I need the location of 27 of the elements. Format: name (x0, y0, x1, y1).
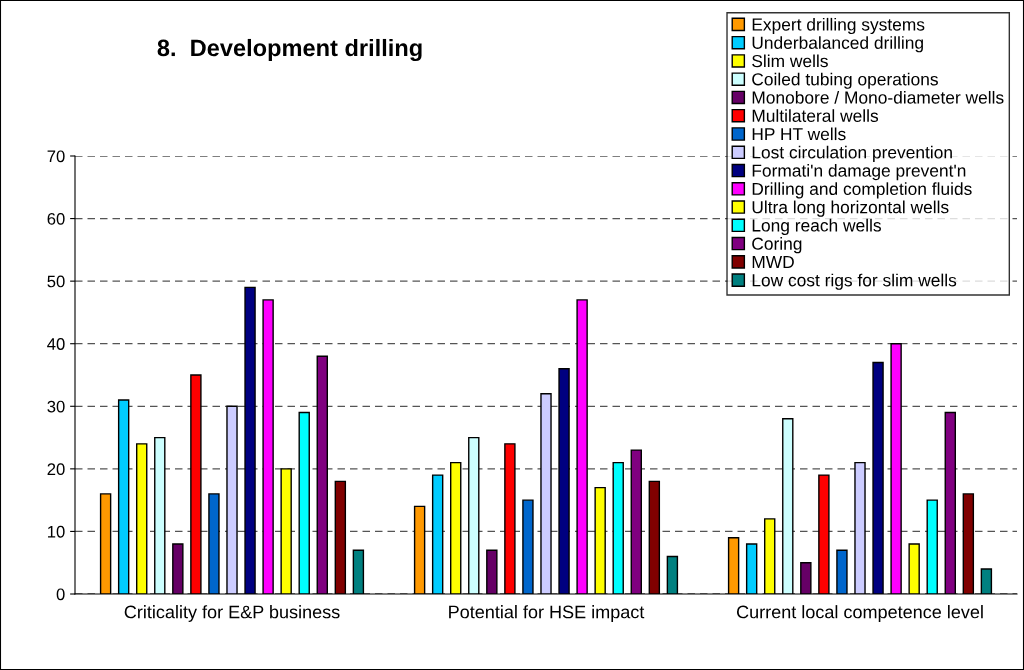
legend-label: Long reach wells (752, 218, 881, 236)
y-tick-label: 70 (47, 150, 65, 163)
legend-label: Slim wells (752, 54, 828, 68)
legend-label: Coiled tubing operations (752, 72, 938, 89)
legend-label: Multilateral wells (752, 109, 879, 122)
legend-label: Lost circulation prevention (752, 145, 952, 162)
y-tick-label: 0 (56, 588, 65, 601)
legend-label: Expert drilling systems (752, 17, 925, 35)
legend-label: HP HT wells (752, 127, 846, 141)
legend-label: Ultra long horizontal wells (752, 200, 949, 217)
legend-label: Drilling and completion fluids (752, 182, 972, 199)
x-tick-label: Criticality for E&P business (124, 605, 340, 622)
y-tick-label: 50 (47, 275, 65, 288)
y-tick-label: 60 (47, 212, 65, 225)
chart-title: 8. Development drilling (157, 38, 422, 62)
legend-label: Underbalanced drilling (752, 36, 923, 53)
y-tick-label: 30 (47, 400, 65, 413)
legend-label: Coring (752, 237, 802, 254)
x-tick-label: Potential for HSE impact (449, 605, 645, 622)
x-tick-label: Current local competence level (736, 605, 983, 622)
y-tick-label: 20 (47, 463, 65, 476)
y-tick-label: 10 (48, 525, 65, 538)
legend-label: MWD (752, 256, 794, 268)
legend-label: Monobore / Mono-diameter wells (752, 90, 1004, 104)
legend-label: Low cost rigs for slim wells (752, 273, 957, 290)
legend-label: Formati'n damage prevent'n (752, 164, 966, 181)
y-tick-label: 40 (47, 338, 65, 350)
